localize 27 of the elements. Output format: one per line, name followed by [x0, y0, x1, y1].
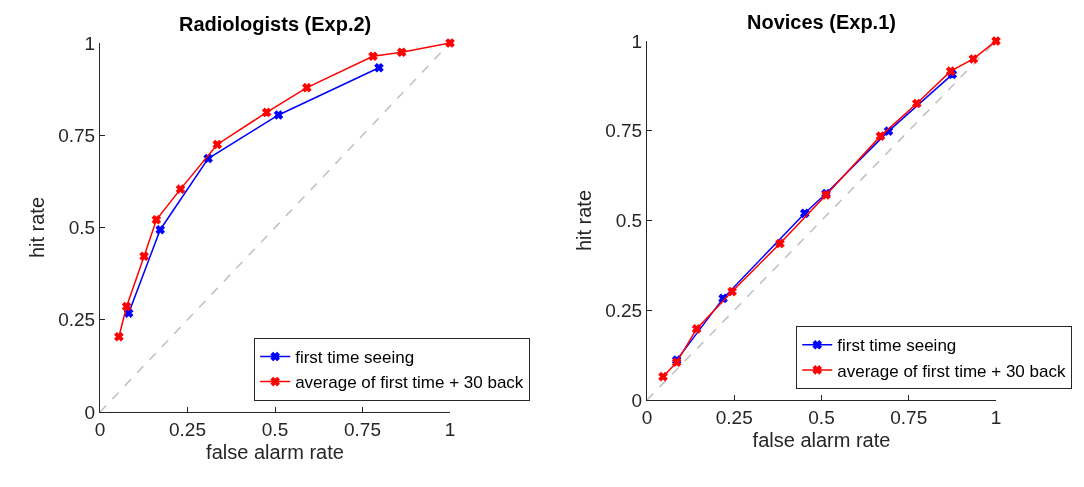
- legend-label: first time seeing: [295, 348, 415, 368]
- x-tick-label: 0.25: [715, 406, 753, 428]
- y-tick-label: 0.75: [58, 124, 96, 146]
- y-axis-title: hit rate: [25, 196, 48, 259]
- chart-title: Radiologists (Exp.2): [179, 13, 372, 35]
- chart-title: Novices (Exp.1): [747, 11, 896, 33]
- legend-label: first time seeing: [837, 336, 957, 356]
- x-tick-label: 1: [444, 418, 456, 440]
- x-axis-title: false alarm rate: [752, 429, 891, 452]
- y-tick-label: 0.75: [605, 120, 643, 142]
- x-tick-label: 0.75: [344, 418, 381, 440]
- y-tick-label: 0.25: [58, 309, 96, 331]
- x-tick-label: 0.5: [261, 418, 289, 440]
- legend-label: average of first time + 30 back: [837, 361, 1066, 381]
- y-tick-label: 0: [631, 389, 643, 411]
- y-tick-label: 1: [84, 32, 96, 54]
- x-axis-title: false alarm rate: [206, 441, 344, 464]
- y-axis-title: hit rate: [572, 189, 595, 252]
- y-tick-label: 0.25: [605, 299, 643, 321]
- x-tick-label: 0.75: [890, 406, 928, 428]
- y-tick-label: 0.5: [615, 210, 643, 232]
- x-tick-label: 1: [990, 406, 1002, 428]
- x-tick-label: 0.5: [808, 406, 835, 428]
- x-tick-label: 0.25: [169, 418, 206, 440]
- y-tick-label: 1: [631, 30, 643, 52]
- y-tick-label: 0.5: [68, 217, 96, 239]
- legend-label: average of first time + 30 back: [295, 373, 524, 393]
